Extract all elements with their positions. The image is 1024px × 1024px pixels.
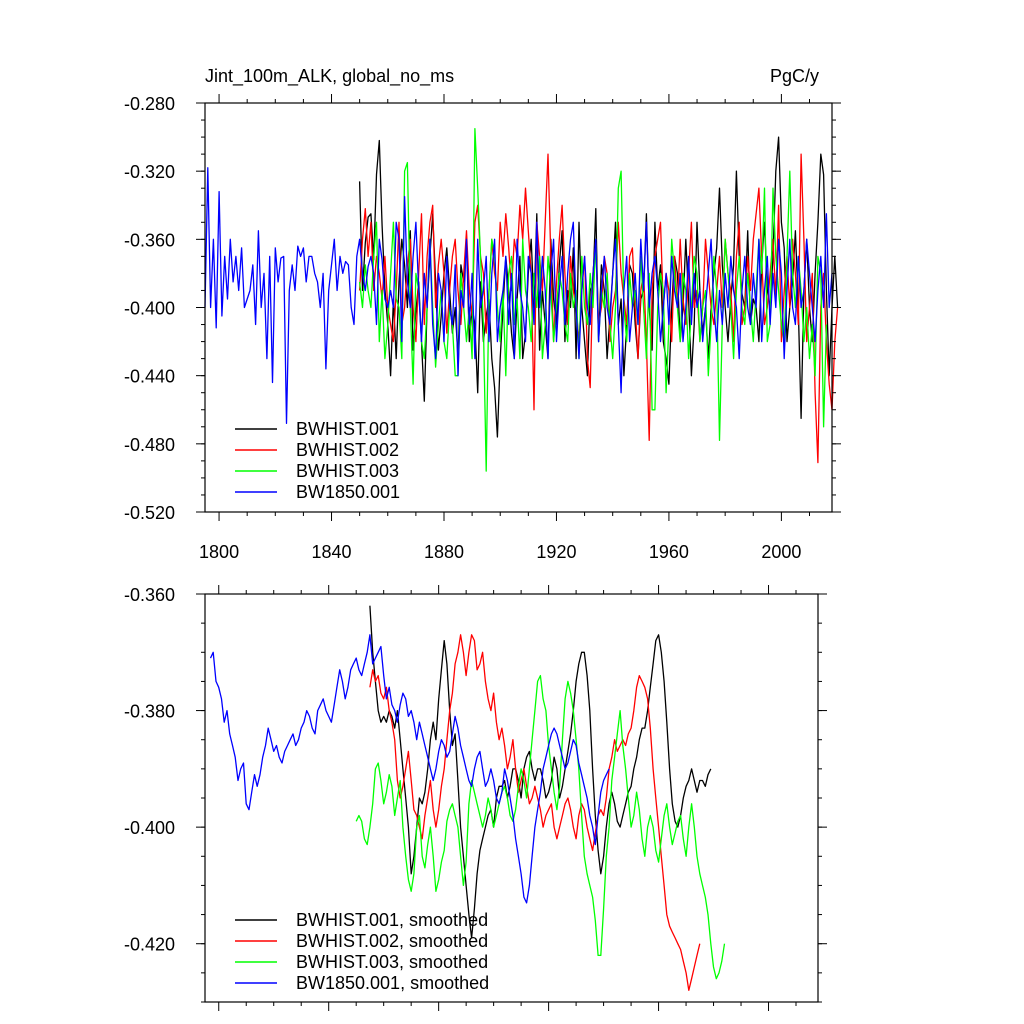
top-legend-label-4: BW1850.001 (296, 482, 400, 502)
top-panel-units: PgC/y (770, 66, 819, 86)
bottom-legend-label-3: BWHIST.003, smoothed (296, 952, 488, 972)
bottom-series-line-4 (209, 634, 610, 904)
top-y-tick-label: -0.440 (124, 367, 175, 387)
top-y-tick-label: -0.480 (124, 435, 175, 455)
top-series-line-2 (358, 153, 839, 464)
top-y-tick-label: -0.360 (124, 230, 175, 250)
top-legend-label-3: BWHIST.003 (296, 461, 399, 481)
top-x-tick-label: 1960 (649, 542, 689, 562)
bottom-y-tick-label: -0.400 (124, 818, 175, 838)
bottom-panel: -0.360 -0.380 -0.400 -0.420 BWHIST.001, smo… (124, 585, 827, 1011)
bottom-series-line-2 (369, 634, 701, 991)
top-legend-label-2: BWHIST.002 (296, 440, 399, 460)
top-panel: Jint_100m_ALK, global_no_ms PgC/y 1800 18… (124, 66, 841, 562)
bottom-ticks: -0.360 -0.380 -0.400 -0.420 (124, 585, 827, 1011)
top-x-tick-label: 1800 (199, 542, 239, 562)
bottom-legend-label-1: BWHIST.001, smoothed (296, 910, 488, 930)
top-ticks: 1800 1840 1880 1920 1960 2000 -0.280 -0.320 -0.3… (124, 94, 841, 562)
top-legend-label-1: BWHIST.001 (296, 419, 399, 439)
top-y-tick-label: -0.320 (124, 162, 175, 182)
top-y-tick-label: -0.280 (124, 94, 175, 114)
bottom-y-tick-label: -0.420 (124, 935, 175, 955)
top-series-line-3 (358, 127, 828, 472)
bottom-series-group (209, 605, 726, 991)
top-y-tick-label: -0.520 (124, 503, 175, 523)
top-panel-title: Jint_100m_ALK, global_no_ms (205, 66, 454, 87)
bottom-legend-label-4: BW1850.001, smoothed (296, 973, 489, 993)
bottom-legend-label-2: BWHIST.002, smoothed (296, 931, 488, 951)
bottom-series-line-3 (355, 674, 726, 980)
top-x-tick-label: 1840 (312, 542, 352, 562)
bottom-y-tick-label: -0.380 (124, 702, 175, 722)
top-y-tick-label: -0.400 (124, 299, 175, 319)
bottom-series-line-1 (369, 605, 712, 939)
top-x-tick-label: 1880 (424, 542, 464, 562)
top-series-group (204, 127, 839, 472)
top-x-tick-label: 2000 (761, 542, 801, 562)
top-series-line-4 (204, 167, 833, 425)
top-x-tick-label: 1920 (536, 542, 576, 562)
bottom-y-tick-label: -0.360 (124, 585, 175, 605)
